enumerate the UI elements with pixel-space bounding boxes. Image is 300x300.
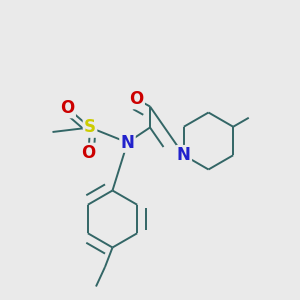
Text: S: S <box>84 118 96 136</box>
Text: N: N <box>121 134 134 152</box>
Text: O: O <box>81 144 96 162</box>
Text: O: O <box>129 90 144 108</box>
Text: O: O <box>60 99 75 117</box>
Text: N: N <box>177 146 191 164</box>
